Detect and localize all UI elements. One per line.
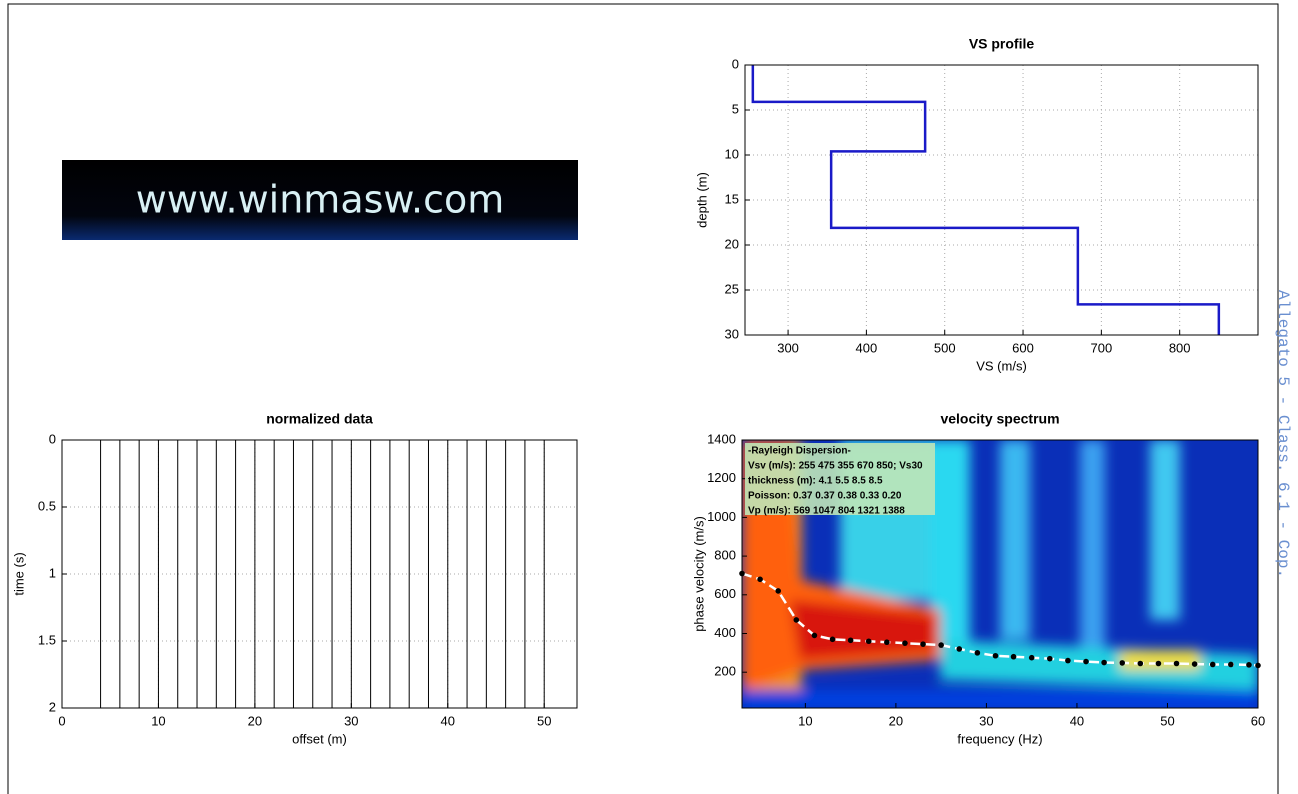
y-tick-label: 200 [714, 664, 736, 679]
x-tick-label: 20 [889, 713, 903, 728]
profile-line [751, 65, 1221, 335]
annotation: Vp (m/s): 569 1047 804 1321 1388 [748, 506, 905, 517]
y-axis-label: phase velocity (m/s) [691, 516, 706, 632]
y-tick-label: 400 [714, 625, 736, 640]
y-tick-label: 25 [725, 281, 739, 296]
plot-frame [744, 64, 1259, 336]
frame [7, 3, 1279, 794]
dispersion-point [920, 641, 926, 647]
x-tick-label: 30 [344, 713, 358, 728]
y-tick-label: 1.5 [38, 632, 56, 647]
y-tick-label: 30 [725, 326, 739, 341]
x-tick-label: 10 [151, 713, 165, 728]
x-axis-label: offset (m) [292, 731, 347, 746]
y-tick-label: 10 [725, 146, 739, 161]
dispersion-point [1137, 660, 1144, 667]
y-tick-label: 0.5 [38, 498, 56, 513]
x-axis-label: frequency (Hz) [957, 731, 1042, 746]
dispersion-point [992, 652, 999, 659]
x-tick-label: 0 [58, 713, 65, 728]
y-tick-label: 800 [714, 548, 736, 563]
y-axis-label: depth (m) [694, 172, 709, 228]
x-tick-label: 300 [777, 340, 799, 355]
dispersion-point [1155, 660, 1162, 667]
x-axis-label: VS (m/s) [976, 358, 1027, 373]
y-tick-label: 15 [725, 191, 739, 206]
dispersion-curve [741, 572, 1259, 667]
logo-text: www.winmasw.com [136, 178, 504, 222]
annotation: Vsv (m/s): 255 475 355 670 850; Vs30 [748, 461, 923, 472]
plot-frame [61, 439, 578, 709]
x-tick-label: 50 [537, 713, 551, 728]
x-tick-label: 700 [1091, 340, 1113, 355]
dispersion-point [847, 637, 854, 644]
dispersion-point [1209, 661, 1216, 668]
y-tick-label: 1200 [707, 470, 736, 485]
dispersion-point [938, 642, 944, 648]
y-tick-label: 0 [732, 56, 739, 71]
dispersion-point [1046, 655, 1053, 662]
annotation: Poisson: 0.37 0.37 0.38 0.33 0.20 [748, 491, 902, 502]
x-tick-label: 500 [934, 340, 956, 355]
y-tick-label: 5 [732, 101, 739, 116]
x-tick-label: 600 [1012, 340, 1034, 355]
dispersion-point [1028, 654, 1035, 661]
dispersion-point [1228, 661, 1234, 668]
dispersion-point [865, 638, 872, 645]
y-tick-label: 20 [725, 236, 739, 251]
y-tick-label: 0 [49, 431, 56, 446]
dispersion-point [884, 639, 890, 646]
y-tick-label: 600 [714, 586, 736, 601]
x-tick-label: 60 [1251, 713, 1265, 728]
dispersion-point [1191, 661, 1198, 667]
dispersion-point [757, 576, 763, 583]
y-tick-label: 1400 [707, 431, 736, 446]
logo-box [62, 160, 578, 240]
chart-title: velocity spectrum [940, 411, 1059, 427]
dispersion-point [902, 640, 908, 646]
x-tick-label: 40 [1070, 713, 1084, 728]
annotation: thickness (m): 4.1 5.5 8.5 8.5 [748, 476, 883, 487]
dispersion-point [1010, 653, 1017, 660]
side-note: Allegato 5 - Class. 6.1 - Cop. [1274, 290, 1292, 578]
annotation-box [745, 443, 935, 515]
dispersion-point [974, 650, 981, 656]
dispersion-point [1083, 658, 1089, 665]
annotation: -Rayleigh Dispersion- [748, 446, 851, 457]
y-tick-label: 1 [49, 565, 56, 580]
dispersion-point [811, 632, 818, 639]
spectrum-background [742, 440, 1258, 708]
y-tick-label: 1000 [707, 509, 736, 524]
x-tick-label: 400 [856, 340, 878, 355]
dispersion-point [1173, 660, 1180, 667]
dispersion-point [829, 636, 836, 643]
y-axis-label: time (s) [11, 552, 26, 595]
dispersion-point [793, 617, 800, 623]
dispersion-point [775, 588, 782, 594]
dispersion-point [1101, 659, 1107, 666]
x-tick-label: 50 [1160, 713, 1174, 728]
x-tick-label: 20 [248, 713, 262, 728]
x-tick-label: 10 [798, 713, 812, 728]
x-tick-label: 40 [441, 713, 455, 728]
x-tick-label: 800 [1169, 340, 1191, 355]
x-tick-label: 30 [979, 713, 993, 728]
chart-title: VS profile [969, 36, 1035, 52]
plot-frame [741, 439, 1259, 709]
chart-title: normalized data [266, 411, 373, 427]
dispersion-point [1246, 662, 1252, 668]
dispersion-point [1065, 657, 1071, 664]
y-tick-label: 2 [49, 699, 56, 714]
dispersion-point [1119, 660, 1126, 666]
dispersion-point [956, 646, 963, 652]
